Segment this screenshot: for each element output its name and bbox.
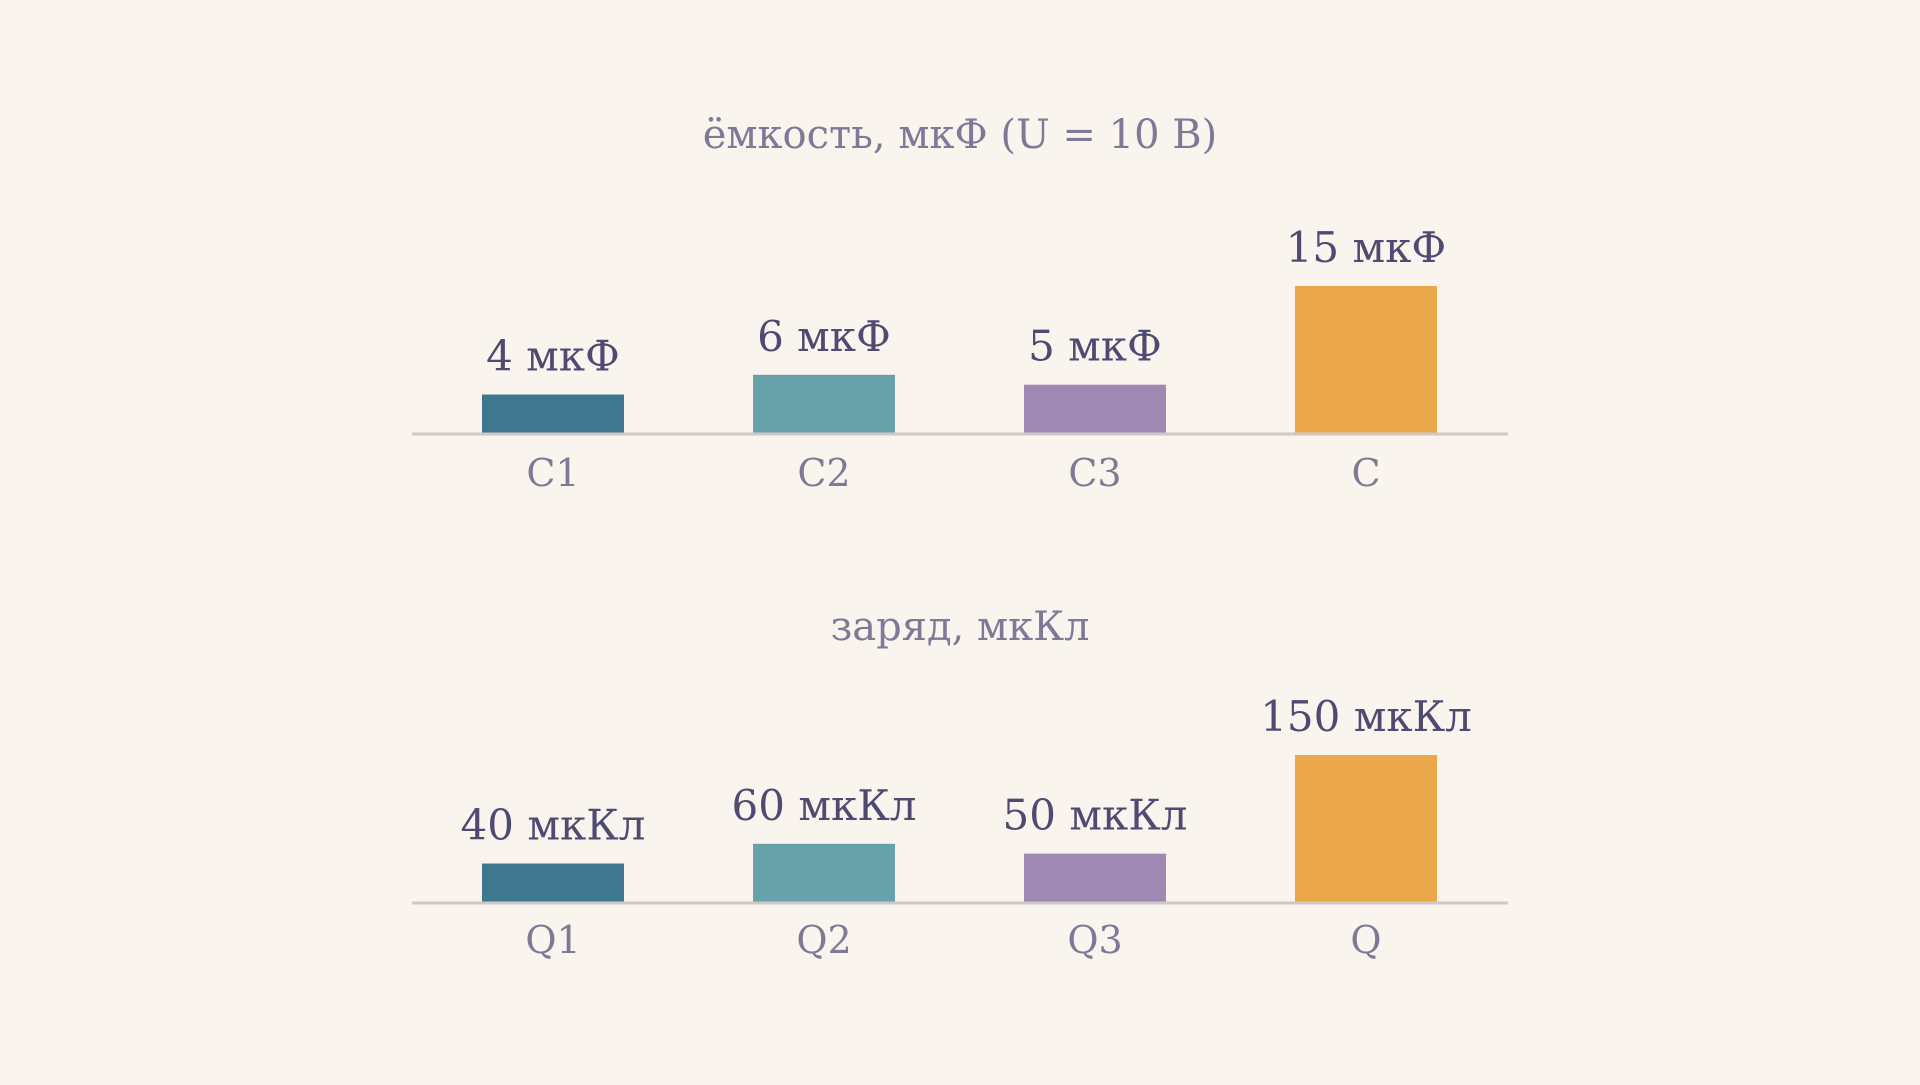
charge-tick-label-q: Q: [1350, 918, 1381, 962]
capacitance-bar-c: [1295, 286, 1437, 434]
capacitance-bar-c3: [1024, 384, 1166, 434]
charge-bars: 40 мкКл Q1 60 мкКл Q2 50 мкКл Q3 150 мкКл Q: [461, 692, 1472, 962]
charge-tick-label-q2: Q2: [796, 918, 851, 962]
capacitance-chart-title: ёмкость, мкФ (U = 10 В): [703, 112, 1218, 158]
capacitance-value-label-c3: 5 мкФ: [1028, 322, 1162, 371]
capacitance-value-label-c2: 6 мкФ: [757, 312, 891, 361]
charge-tick-label-q3: Q3: [1067, 918, 1122, 962]
charge-bar-q: [1295, 755, 1437, 903]
charge-value-label-q2: 60 мкКл: [732, 781, 917, 830]
capacitance-bars: 4 мкФ C1 6 мкФ C2 5 мкФ C3 15 мкФ C: [482, 223, 1446, 495]
capacitance-tick-label-c1: C1: [526, 451, 579, 495]
charge-tick-label-q1: Q1: [525, 918, 580, 962]
capacitance-bar-c2: [753, 374, 895, 434]
capacitance-tick-label-c3: C3: [1068, 451, 1121, 495]
capacitance-tick-label-c2: C2: [797, 451, 850, 495]
capacitance-chart: ёмкость, мкФ (U = 10 В) 4 мкФ C1 6 мкФ C2 5 …: [412, 112, 1508, 495]
charge-value-label-q3: 50 мкКл: [1003, 791, 1188, 840]
charge-bar-q1: [482, 863, 624, 903]
charge-bar-q3: [1024, 853, 1166, 903]
capacitance-value-label-c: 15 мкФ: [1286, 223, 1447, 272]
capacitance-bar-c1: [482, 394, 624, 434]
charge-value-label-q: 150 мкКл: [1260, 692, 1472, 741]
charge-value-label-q1: 40 мкКл: [461, 801, 646, 850]
capacitance-value-label-c1: 4 мкФ: [486, 332, 620, 381]
charge-chart-title: заряд, мкКл: [830, 604, 1089, 650]
charge-chart: заряд, мкКл 40 мкКл Q1 60 мкКл Q2 50 мкКл Q3 1…: [412, 604, 1508, 962]
capacitance-tick-label-c: C: [1351, 451, 1380, 495]
charge-bar-q2: [753, 843, 895, 903]
